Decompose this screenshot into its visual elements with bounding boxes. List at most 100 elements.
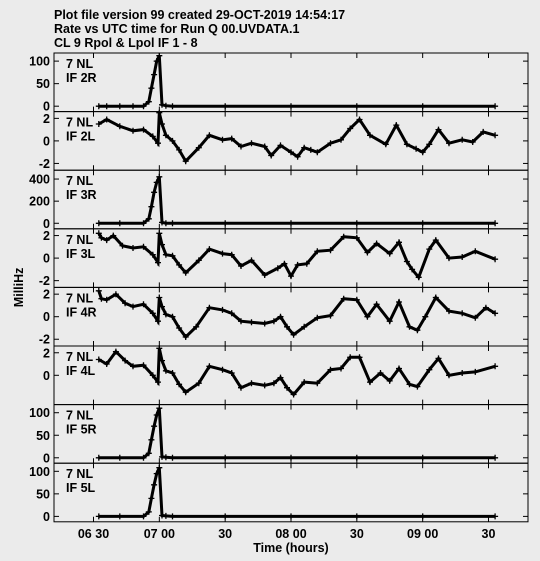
data-point bbox=[396, 365, 402, 372]
data-point bbox=[206, 363, 213, 370]
panel-label-line1: 7 NL bbox=[66, 409, 93, 423]
x-tick-label: 09 00 bbox=[407, 527, 438, 541]
data-point bbox=[314, 314, 321, 321]
data-point bbox=[435, 355, 442, 362]
data-point bbox=[182, 389, 189, 396]
data-point bbox=[419, 220, 426, 227]
data-point bbox=[169, 252, 176, 259]
data-point bbox=[432, 294, 439, 301]
y-tick-label: 0 bbox=[43, 252, 50, 266]
data-point bbox=[314, 380, 321, 387]
data-point bbox=[95, 220, 102, 227]
data-point bbox=[261, 272, 268, 278]
series-line bbox=[98, 407, 496, 460]
data-point bbox=[492, 363, 499, 370]
data-point bbox=[415, 274, 422, 281]
data-point bbox=[169, 513, 176, 520]
panel-frame bbox=[53, 52, 529, 113]
series-line bbox=[98, 176, 496, 225]
data-point bbox=[193, 323, 200, 330]
data-point bbox=[288, 273, 294, 280]
data-point bbox=[140, 301, 147, 308]
data-point bbox=[340, 233, 347, 240]
data-point bbox=[130, 127, 136, 134]
data-point bbox=[459, 254, 466, 260]
data-point bbox=[406, 323, 413, 330]
data-point bbox=[130, 303, 136, 310]
data-point bbox=[288, 149, 294, 156]
data-point bbox=[353, 513, 360, 520]
data-point bbox=[492, 310, 499, 317]
data-point bbox=[338, 365, 344, 372]
data-point bbox=[261, 143, 268, 150]
data-point bbox=[327, 140, 334, 147]
y-tick-label: 0 bbox=[43, 134, 50, 148]
data-point bbox=[222, 454, 229, 461]
data-point bbox=[290, 331, 297, 338]
data-point bbox=[364, 249, 371, 256]
data-point bbox=[195, 257, 202, 264]
header-line-2: Rate vs UTC time for Run Q 00.UVDATA.1 bbox=[54, 22, 300, 36]
data-point bbox=[492, 513, 499, 520]
data-point bbox=[145, 508, 152, 515]
data-point bbox=[162, 512, 169, 519]
data-point bbox=[176, 146, 183, 153]
y-tick-label: 0 bbox=[43, 451, 50, 465]
data-point bbox=[373, 301, 380, 308]
data-point bbox=[422, 313, 429, 320]
data-point bbox=[169, 454, 176, 461]
data-point bbox=[116, 123, 123, 130]
data-point bbox=[159, 101, 165, 108]
y-tick-label: 0 bbox=[43, 510, 50, 524]
data-point bbox=[219, 136, 226, 143]
data-point bbox=[159, 303, 165, 310]
data-point bbox=[403, 141, 410, 148]
data-point bbox=[145, 450, 152, 457]
data-point bbox=[162, 454, 169, 461]
data-point bbox=[353, 454, 360, 461]
data-point bbox=[219, 306, 226, 313]
data-point bbox=[482, 304, 489, 311]
data-point bbox=[277, 313, 284, 320]
data-point bbox=[419, 103, 426, 110]
data-point bbox=[206, 304, 213, 311]
panel-frame bbox=[53, 286, 529, 347]
y-tick-label: 50 bbox=[36, 77, 50, 91]
data-point bbox=[206, 246, 213, 253]
y-tick-label: 50 bbox=[36, 429, 50, 443]
panel-frame bbox=[53, 404, 529, 464]
panel-label-line1: 7 NL bbox=[66, 467, 93, 481]
data-point bbox=[156, 230, 163, 237]
data-point bbox=[162, 367, 169, 374]
panel-label-line2: IF 2L bbox=[66, 130, 96, 144]
data-point bbox=[406, 381, 413, 388]
data-point bbox=[153, 412, 160, 418]
data-point bbox=[103, 237, 110, 244]
data-point bbox=[156, 52, 163, 59]
panel-label-line1: 7 NL bbox=[66, 291, 93, 305]
data-point bbox=[228, 370, 235, 376]
x-tick-label: 30 bbox=[218, 527, 232, 541]
data-point bbox=[140, 362, 147, 369]
panel-frame bbox=[53, 462, 529, 523]
x-tick-label: 08 00 bbox=[275, 527, 306, 541]
data-point bbox=[219, 250, 226, 257]
data-point bbox=[103, 296, 110, 303]
y-tick-label: 2 bbox=[43, 346, 50, 360]
y-tick-label: 0 bbox=[43, 310, 50, 324]
data-point bbox=[270, 380, 277, 387]
data-point bbox=[149, 310, 156, 317]
data-point bbox=[140, 103, 147, 110]
y-tick-label: 100 bbox=[29, 55, 50, 69]
data-point bbox=[112, 348, 119, 355]
data-point bbox=[145, 215, 152, 222]
data-point bbox=[153, 470, 160, 477]
data-point bbox=[130, 363, 136, 370]
data-point bbox=[148, 85, 155, 92]
panel-label-line2: IF 4L bbox=[66, 364, 96, 378]
x-tick-label: 07 00 bbox=[144, 527, 175, 541]
data-point bbox=[347, 125, 354, 132]
x-tick-label: 30 bbox=[350, 527, 364, 541]
y-tick-label: 400 bbox=[29, 173, 50, 187]
data-point bbox=[294, 261, 301, 268]
